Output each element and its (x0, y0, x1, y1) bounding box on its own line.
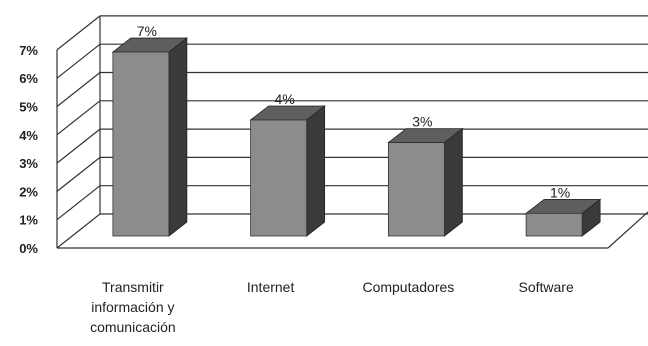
bar (249, 105, 326, 237)
gridline-side (56, 43, 101, 79)
bar (524, 198, 602, 237)
data-label: 1% (550, 184, 570, 200)
y-tick-label: 5% (19, 100, 38, 115)
gridline-side (56, 100, 101, 136)
data-labels: 7% 4% 3% 1% (137, 23, 570, 200)
bar-front (250, 119, 308, 237)
y-tick-label: 0% (19, 241, 38, 256)
y-tick-label: 1% (19, 213, 38, 228)
data-label: 4% (275, 91, 295, 107)
x-axis-categories: Transmitir información y comunicación Inter… (90, 279, 574, 335)
gridline-side (56, 213, 101, 249)
y-tick-label: 4% (19, 128, 38, 143)
bar-front (112, 51, 170, 237)
bars (111, 37, 602, 237)
bar-side (443, 127, 463, 237)
category-label: Software (519, 279, 574, 295)
gridline-side (56, 72, 101, 107)
bar-front (387, 142, 445, 237)
gridline-side (56, 15, 101, 51)
gridlines (56, 15, 648, 249)
y-tick-label: 2% (19, 184, 38, 199)
gridline-side (56, 128, 101, 164)
bar-front (525, 212, 583, 237)
bar (387, 127, 464, 237)
bar-side (306, 105, 326, 237)
gridline-side (56, 156, 101, 192)
y-tick-label: 7% (19, 43, 38, 58)
data-label: 3% (412, 114, 432, 130)
category-label: Internet (247, 279, 295, 295)
gridline-side (56, 185, 101, 221)
bar-side (168, 37, 188, 237)
bar (111, 37, 189, 237)
category-label: Transmitir información y comunicación (90, 279, 176, 335)
category-label: Computadores (362, 279, 454, 295)
data-label: 7% (137, 23, 157, 39)
y-tick-label: 6% (19, 71, 38, 86)
y-tick-label: 3% (19, 156, 38, 171)
floor-right-edge (607, 211, 648, 249)
y-axis-ticks: 0% 1% 2% 3% 4% 5% 6% 7% (19, 43, 38, 256)
